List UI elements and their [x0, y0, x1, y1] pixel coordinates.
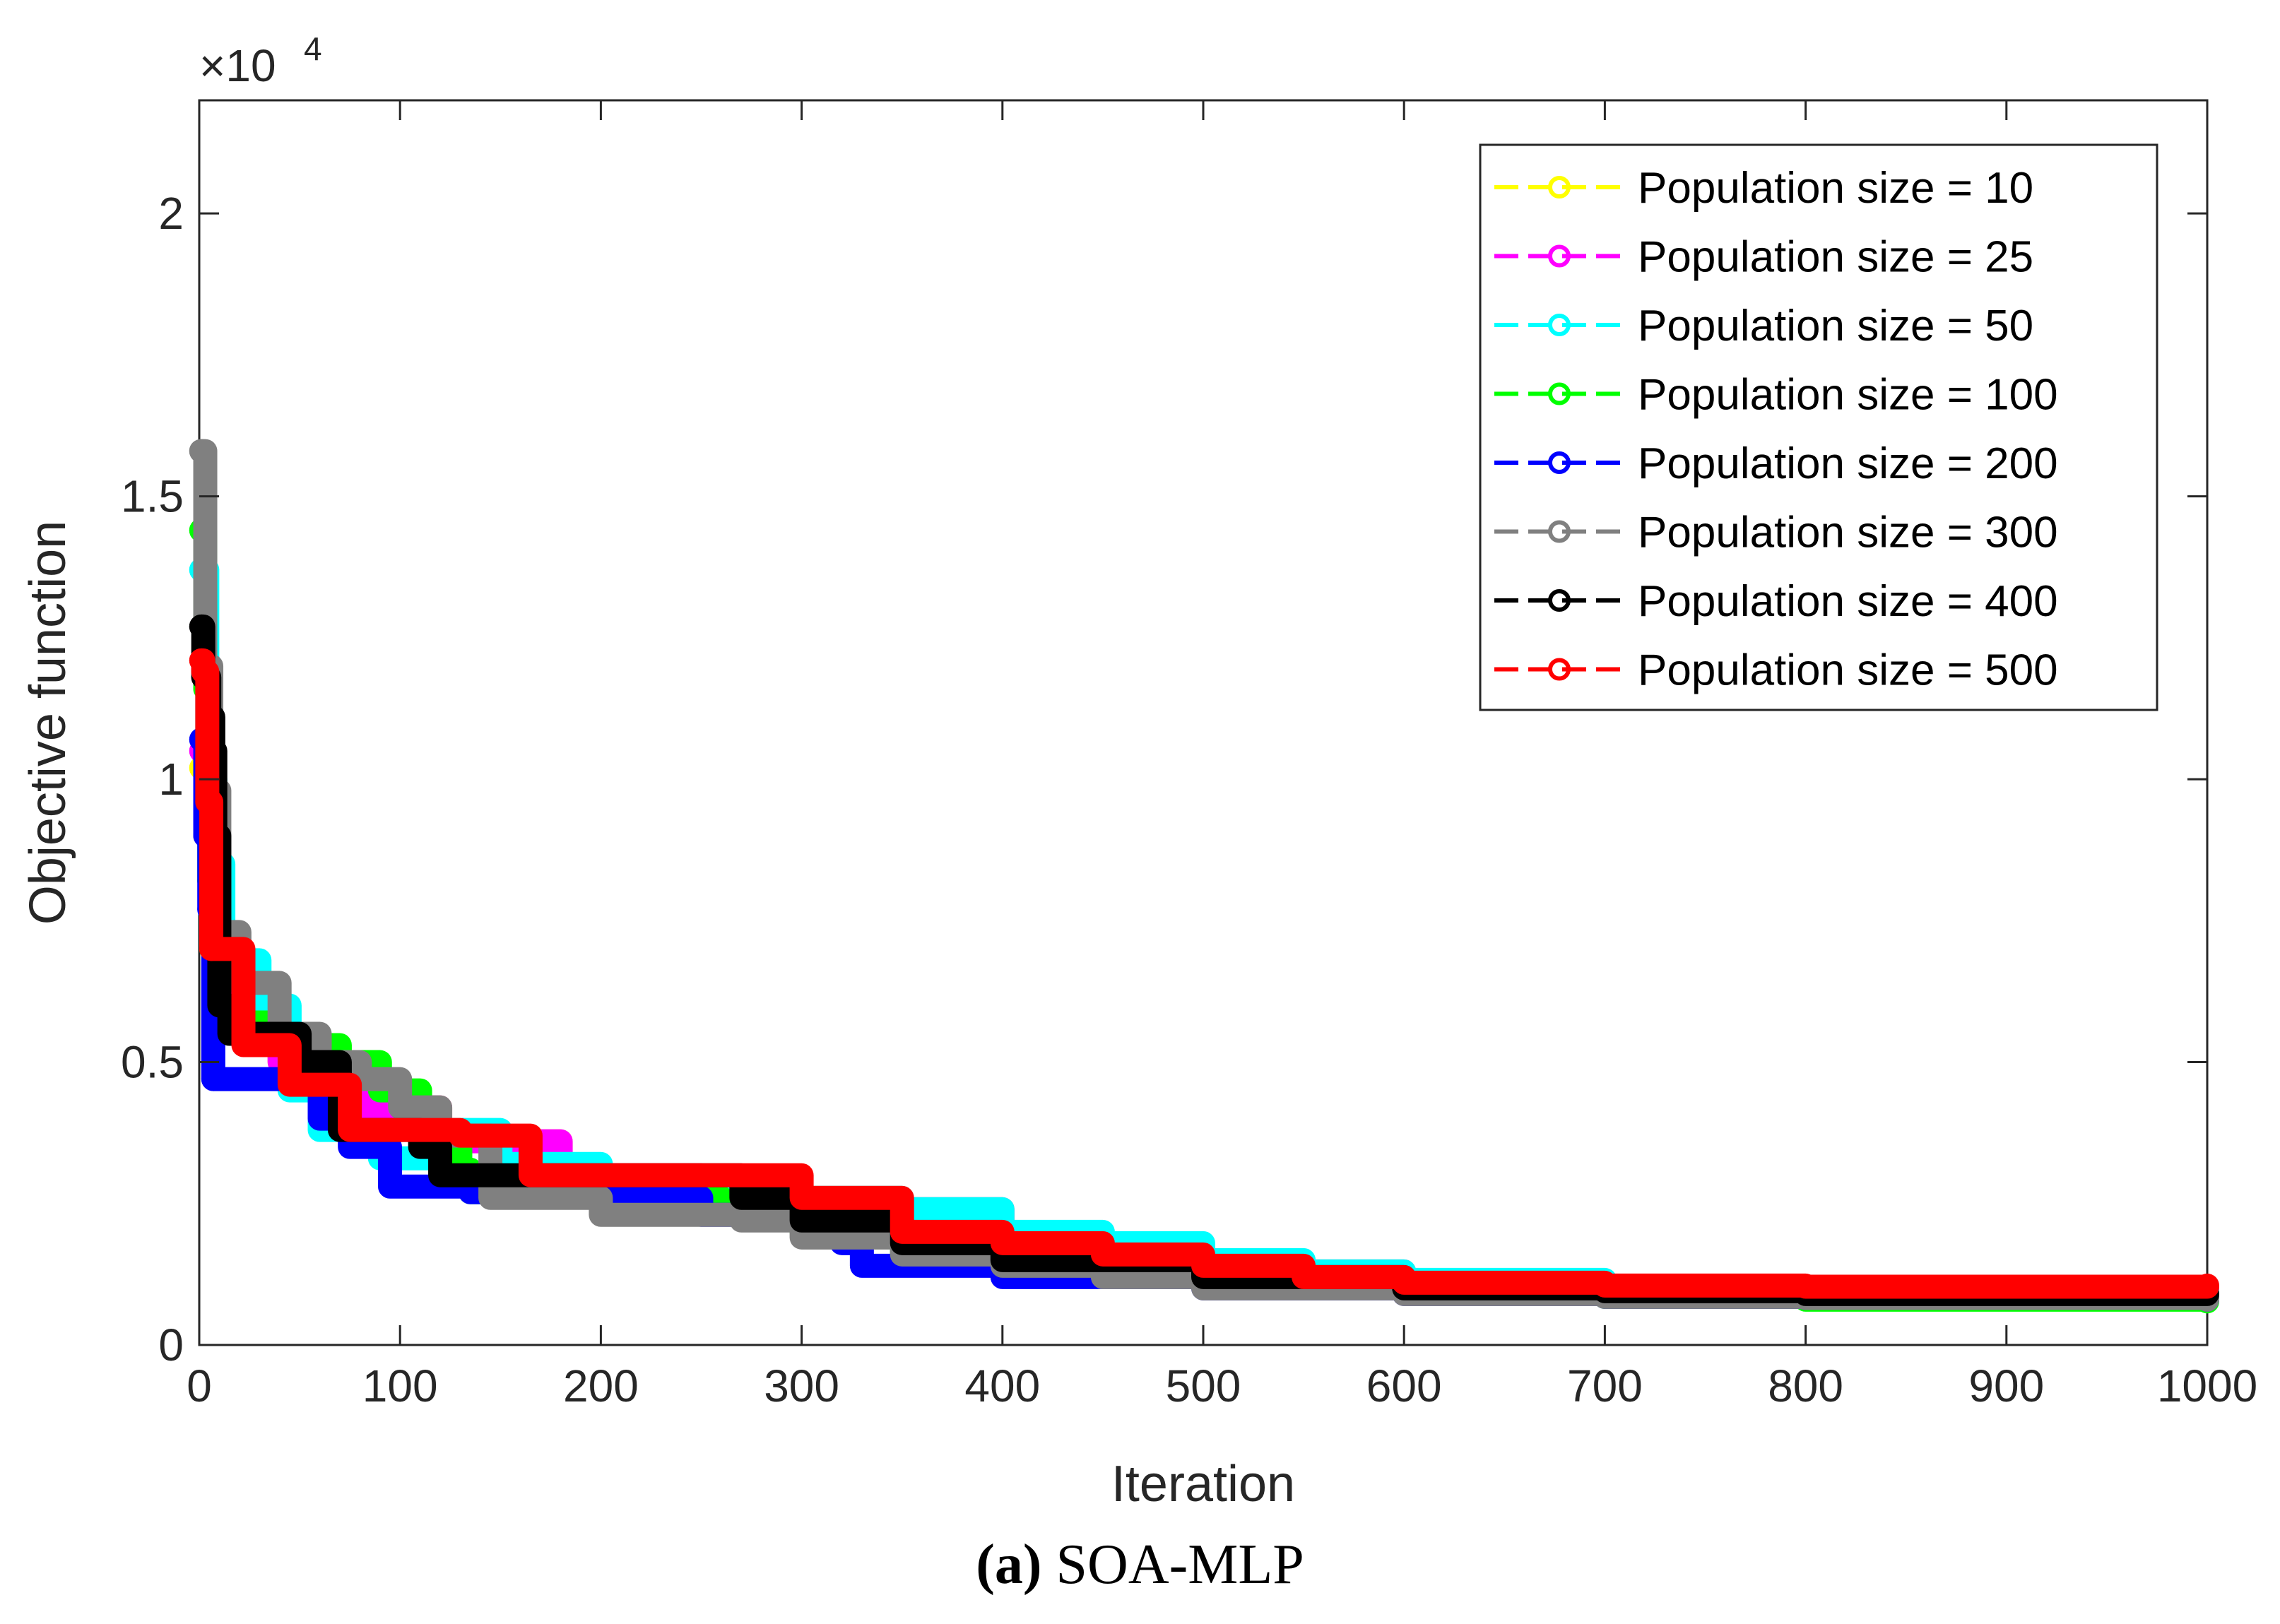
legend-item: Population size = 300	[1494, 509, 2058, 557]
series-7	[189, 648, 2219, 1299]
x-tick-label: 100	[362, 1361, 438, 1411]
legend-label: Population size = 100	[1638, 371, 2058, 420]
series-point	[199, 937, 224, 961]
x-tick-label: 800	[1768, 1361, 1843, 1411]
legend-label: Population size = 25	[1638, 233, 2033, 282]
legend-item: Population size = 25	[1494, 233, 2033, 282]
legend: Population size = 10 Population size = 25…	[1479, 143, 2158, 711]
legend-item: Population size = 50	[1494, 302, 2033, 350]
x-tick-label: 400	[964, 1361, 1040, 1411]
series-layer	[189, 439, 2219, 1314]
legend-swatch-marker	[1548, 314, 1571, 336]
legend-label: Population size = 500	[1638, 646, 2058, 695]
x-tick-label: 200	[563, 1361, 639, 1411]
legend-label: Population size = 300	[1638, 509, 2058, 557]
legend-item: Population size = 500	[1494, 646, 2058, 695]
series-point	[201, 1067, 225, 1091]
y-tick-label: 0	[158, 1320, 184, 1370]
figure-caption: (a) SOA-MLP	[0, 1533, 2280, 1597]
x-axis-label: Iteration	[1111, 1456, 1295, 1512]
legend-item: Population size = 10	[1494, 164, 2033, 213]
legend-item: Population size = 400	[1494, 577, 2058, 626]
legend-label: Population size = 50	[1638, 302, 2033, 350]
y-tick-label: 1.5	[121, 471, 184, 522]
legend-swatch-marker	[1548, 244, 1571, 268]
x-tick-label: 0	[187, 1361, 212, 1411]
legend-swatch-marker	[1548, 382, 1571, 405]
series-point	[191, 659, 215, 684]
y-tick-label: 0.5	[121, 1037, 184, 1088]
x-axis: 0 100 200 300 400 500 600 700 800 900 1000	[187, 100, 2257, 1411]
legend-box	[1479, 143, 2158, 711]
caption-label: (a)	[976, 1534, 1042, 1596]
series-point	[195, 790, 220, 814]
x-tick-label: 300	[764, 1361, 839, 1411]
x-tick-label: 600	[1366, 1361, 1442, 1411]
series-point	[189, 648, 213, 672]
x-tick-label: 700	[1567, 1361, 1643, 1411]
series-point	[189, 614, 213, 639]
x-tick-label: 900	[1968, 1361, 2044, 1411]
y-axis: 0 0.5 1 1.5 2	[121, 188, 2207, 1370]
y-exponent-label: ×10	[199, 40, 276, 91]
legend-item: Population size = 200	[1494, 439, 2058, 488]
y-axis-label: Objective function	[20, 521, 76, 925]
series-point	[189, 439, 213, 463]
legend-label: Population size = 10	[1638, 164, 2033, 213]
x-tick-label: 1000	[2157, 1361, 2257, 1411]
legend-swatch-marker	[1548, 520, 1571, 543]
legend-swatch-marker	[1548, 589, 1571, 612]
y-tick-label: 2	[158, 188, 184, 239]
y-tick-label: 1	[158, 754, 184, 805]
legend-label: Population size = 200	[1638, 439, 2058, 488]
legend-swatch-marker	[1548, 451, 1571, 474]
legend-item: Population size = 100	[1494, 371, 2058, 420]
legend-label: Population size = 400	[1638, 577, 2058, 626]
legend-swatch-marker	[1548, 658, 1571, 681]
y-exponent-power: 4	[304, 30, 322, 67]
x-tick-label: 500	[1166, 1361, 1241, 1411]
legend-swatch-marker	[1548, 176, 1571, 198]
caption-text: SOA-MLP	[1041, 1534, 1304, 1596]
